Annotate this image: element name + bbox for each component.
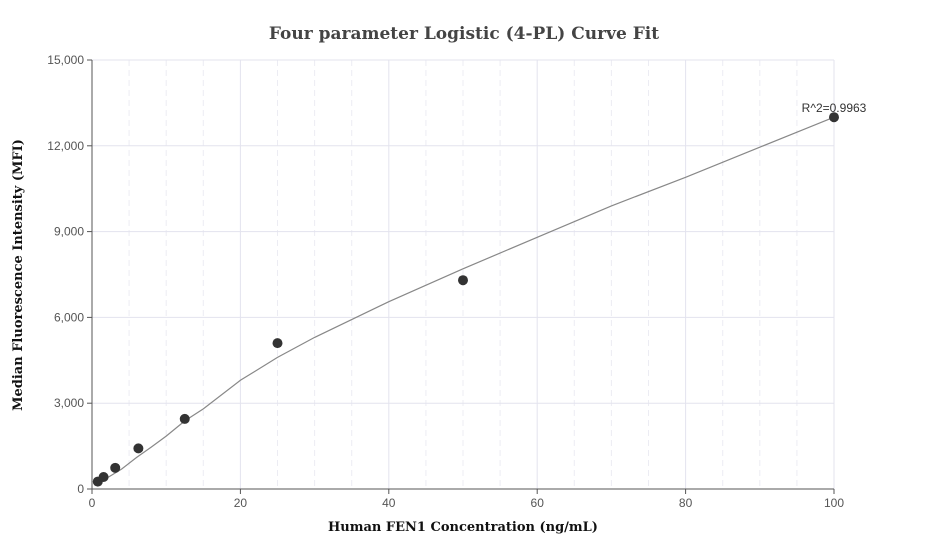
- y-axis-label: Median Fluorescence Intensity (MFI): [11, 139, 26, 411]
- minor-gridlines: [128, 60, 798, 489]
- data-point: [179, 413, 190, 424]
- data-point: [133, 443, 144, 454]
- x-axis-label: Human FEN1 Concentration (ng/mL): [328, 520, 598, 535]
- axes: [87, 59, 835, 494]
- data-point: [458, 275, 468, 286]
- y-tick-label: 0: [77, 482, 84, 496]
- data-point: [272, 338, 283, 349]
- data-point: [829, 112, 839, 123]
- fit-curve-layer: [97, 116, 835, 484]
- fit-curve: [97, 116, 835, 484]
- y-tick-label: 12,000: [47, 139, 84, 153]
- y-tick-label: 6,000: [54, 310, 84, 324]
- data-point: [110, 462, 121, 473]
- data-points: [92, 112, 839, 487]
- y-tick-label: 9,000: [54, 225, 84, 239]
- x-tick-label: 60: [531, 496, 545, 510]
- x-tick-label: 40: [382, 496, 396, 510]
- y-tick-label: 15,000: [47, 53, 84, 67]
- data-point: [98, 471, 109, 482]
- y-tick-labels: 0 3,000 6,000 9,000 12,000 15,000: [47, 53, 84, 496]
- x-tick-label: 100: [824, 496, 844, 510]
- major-gridlines: [92, 59, 835, 489]
- r-squared-annotation: R^2=0.9963: [802, 101, 867, 115]
- x-tick-label: 80: [679, 496, 693, 510]
- chart-title: Four parameter Logistic (4-PL) Curve Fit: [269, 24, 659, 44]
- y-tick-label: 3,000: [54, 396, 84, 410]
- x-tick-label: 20: [234, 496, 248, 510]
- x-tick-label: 0: [89, 496, 96, 510]
- x-tick-labels: 0 20 40 60 80 100: [89, 496, 845, 510]
